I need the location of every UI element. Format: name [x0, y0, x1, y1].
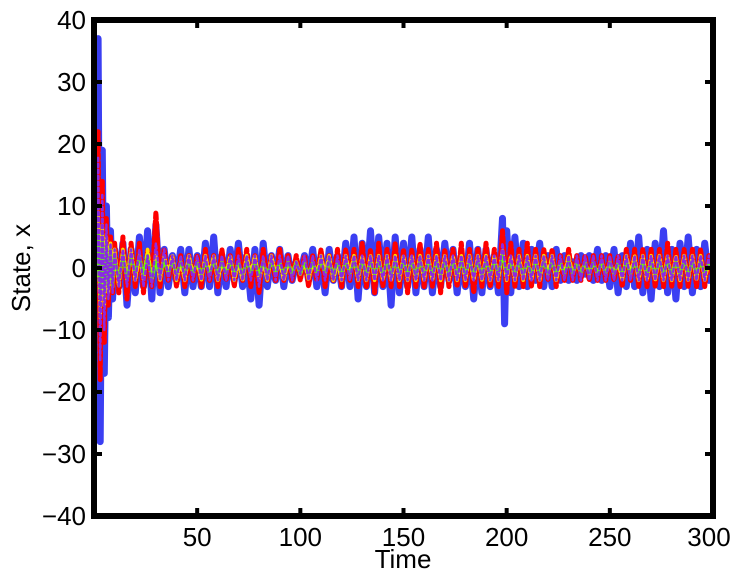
label-layer: −40 −30 −20 −10 0 10 20 30 40 50 100 150 200 250 300: [42, 5, 731, 552]
y-tick-label: 0: [72, 253, 86, 283]
x-tick-label: 200: [485, 522, 528, 552]
x-tick-label: 150: [382, 522, 425, 552]
x-tick-label: 100: [279, 522, 322, 552]
y-axis-title: State, x: [6, 224, 36, 312]
plot-frame: [91, 17, 716, 519]
series-line-purple: [94, 155, 713, 363]
y-tick-label: −30: [42, 439, 86, 469]
x-tick-label: 300: [687, 522, 730, 552]
y-tick-label: 30: [57, 67, 86, 97]
y-tick-label: 40: [57, 5, 86, 35]
y-tick-label: 20: [57, 129, 86, 159]
y-tick-label: −10: [42, 315, 86, 345]
y-tick-label: −20: [42, 377, 86, 407]
y-tick-label: −40: [42, 501, 86, 531]
x-tick-label: 50: [183, 522, 212, 552]
x-tick-label: 250: [588, 522, 631, 552]
y-tick-label: 10: [57, 191, 86, 221]
x-axis-title: Time: [375, 544, 432, 574]
series-layer: [94, 35, 713, 446]
